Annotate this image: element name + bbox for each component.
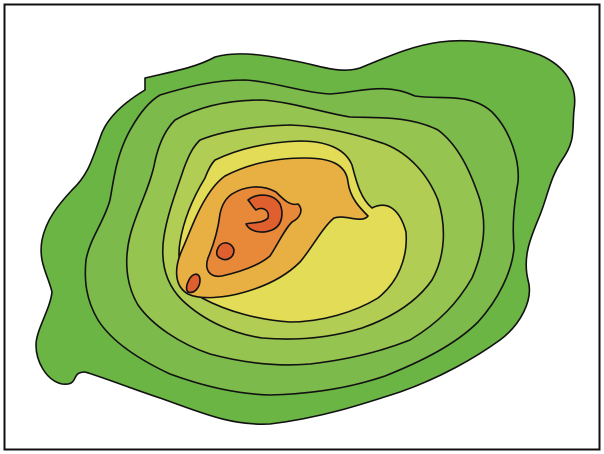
contour-level-8: [245, 194, 283, 233]
contour-level-8: [215, 242, 235, 261]
contour-level-8: [185, 273, 201, 294]
